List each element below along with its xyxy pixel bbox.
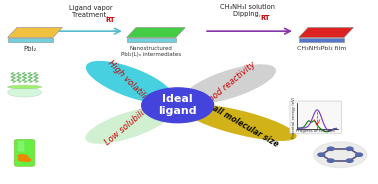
Polygon shape bbox=[127, 27, 185, 38]
Text: Potential energy (eV): Potential energy (eV) bbox=[292, 97, 296, 138]
Text: CH₃NH₃I solution
Dipping,: CH₃NH₃I solution Dipping, bbox=[220, 3, 275, 17]
Text: CH₃NH₃PbI₃ film: CH₃NH₃PbI₃ film bbox=[297, 46, 346, 51]
Polygon shape bbox=[127, 38, 176, 42]
Text: Low solubility: Low solubility bbox=[104, 103, 153, 147]
Polygon shape bbox=[299, 27, 353, 38]
Text: Ideal
ligand: Ideal ligand bbox=[158, 95, 197, 116]
Ellipse shape bbox=[86, 61, 173, 103]
Ellipse shape bbox=[85, 107, 172, 144]
Text: RT: RT bbox=[106, 17, 115, 23]
Circle shape bbox=[327, 147, 334, 150]
Polygon shape bbox=[299, 38, 344, 42]
Circle shape bbox=[19, 158, 25, 161]
Polygon shape bbox=[8, 38, 53, 42]
Circle shape bbox=[314, 142, 367, 167]
Text: Good reactivity: Good reactivity bbox=[202, 60, 257, 108]
Text: High volatility: High volatility bbox=[106, 58, 153, 106]
Circle shape bbox=[318, 153, 325, 156]
Circle shape bbox=[18, 155, 25, 158]
Ellipse shape bbox=[8, 85, 42, 89]
Circle shape bbox=[346, 159, 353, 162]
Circle shape bbox=[142, 88, 214, 123]
Ellipse shape bbox=[8, 88, 42, 97]
FancyBboxPatch shape bbox=[290, 101, 341, 133]
FancyBboxPatch shape bbox=[14, 139, 35, 166]
Polygon shape bbox=[8, 27, 62, 38]
Text: Small molecular size: Small molecular size bbox=[199, 97, 280, 149]
Text: Progress of reaction: Progress of reaction bbox=[296, 130, 335, 133]
Ellipse shape bbox=[184, 64, 276, 104]
Text: Nanostructured
PbI₂(L)ₙ intermediates: Nanostructured PbI₂(L)ₙ intermediates bbox=[121, 46, 181, 57]
Circle shape bbox=[21, 155, 28, 159]
Text: RT: RT bbox=[261, 15, 270, 22]
Circle shape bbox=[346, 147, 353, 150]
Circle shape bbox=[24, 158, 31, 162]
Ellipse shape bbox=[183, 105, 297, 141]
Text: Ligand vapor
Treatment,: Ligand vapor Treatment, bbox=[69, 5, 113, 18]
Circle shape bbox=[356, 153, 363, 156]
FancyBboxPatch shape bbox=[18, 141, 24, 152]
Text: PbI₂: PbI₂ bbox=[23, 46, 37, 52]
Circle shape bbox=[327, 159, 334, 162]
